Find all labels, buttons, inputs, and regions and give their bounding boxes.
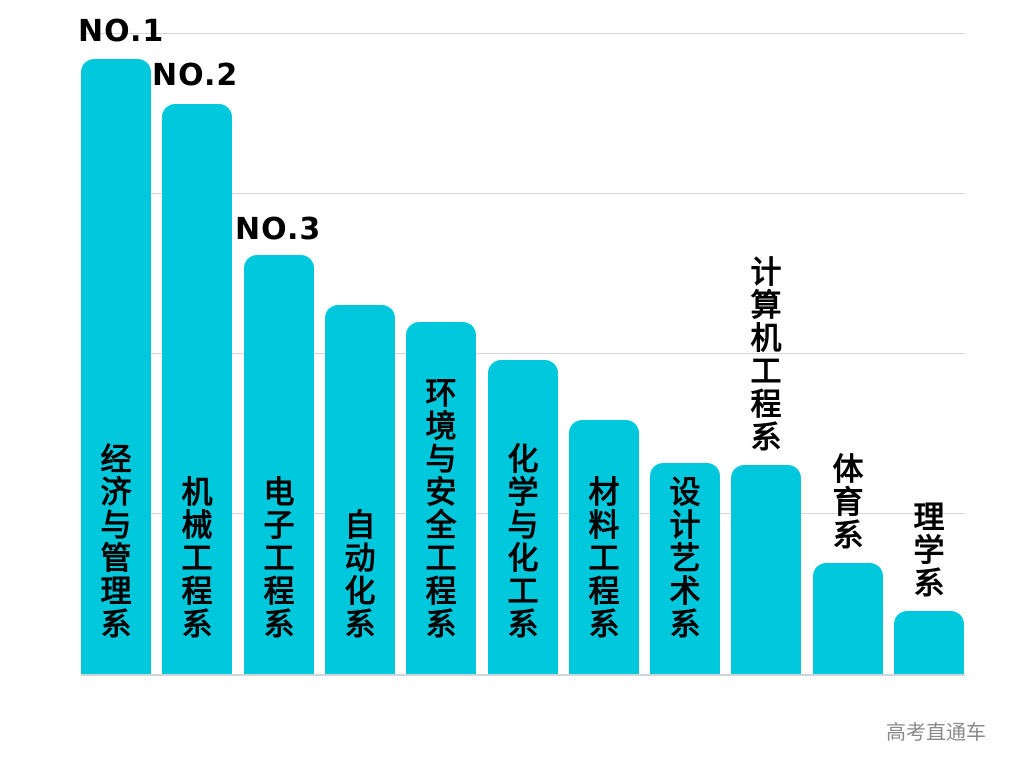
bar [162,104,232,674]
bar [813,563,883,674]
rank-label-2: NO.2 [152,58,239,93]
watermark: 高考直通车 [886,720,986,744]
category-label: 电子工程系 [263,475,295,643]
bar [731,465,801,674]
category-label: 化学与化工系 [507,442,539,643]
bar [569,420,639,674]
bar [488,360,558,674]
bar [406,322,476,674]
category-label: 自动化系 [344,508,376,643]
category-label: 计算机工程系 [750,255,782,456]
category-label: 理学系 [913,500,945,602]
bar [650,463,720,674]
gridline [81,193,965,194]
rank-label-1: NO.1 [78,14,165,49]
rank-label-3: NO.3 [235,212,322,247]
category-label: 体育系 [832,452,864,554]
gridline [81,353,965,354]
bar [81,59,151,674]
category-label: 材料工程系 [588,475,620,643]
category-label: 环境与安全工程系 [425,376,457,643]
category-label: 设计艺术系 [669,475,701,643]
x-axis-baseline [81,674,965,676]
category-label: 经济与管理系 [100,442,132,643]
bar [244,255,314,674]
gridline [81,33,965,34]
category-label: 机械工程系 [181,475,213,643]
bar [894,611,964,674]
bar [325,305,395,674]
